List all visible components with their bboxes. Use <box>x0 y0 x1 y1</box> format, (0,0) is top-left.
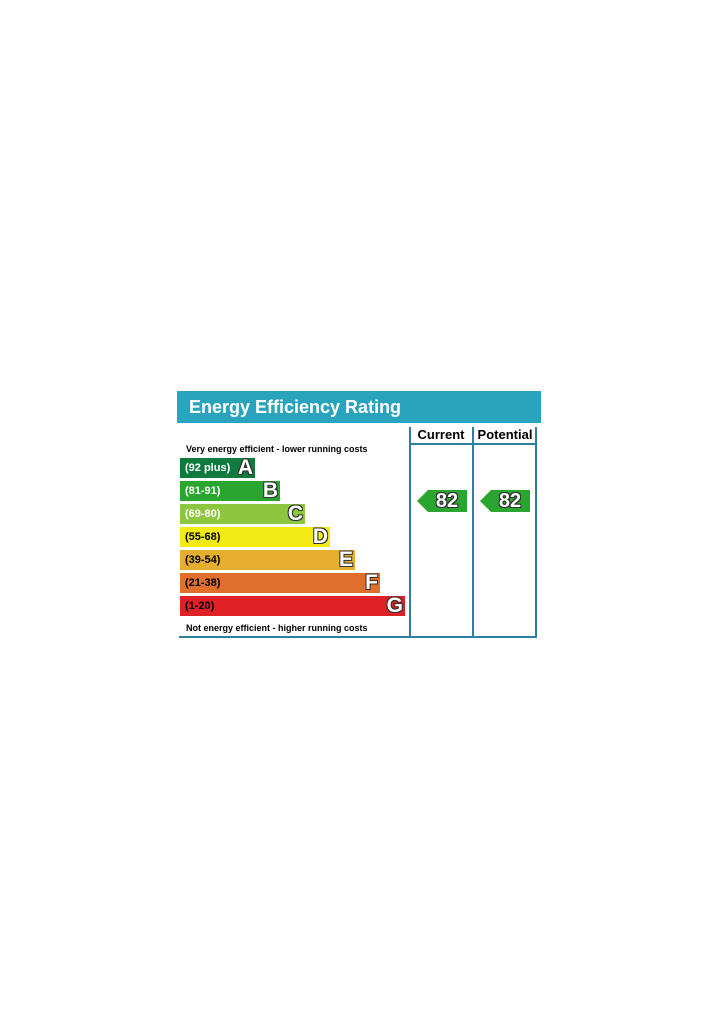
band-f: (21-38) F <box>180 571 380 594</box>
current-arrow-shape <box>417 490 467 512</box>
band-range-label: (21-38) <box>185 577 221 589</box>
band-range-label: (55-68) <box>185 531 221 543</box>
band-b: (81-91) B <box>180 479 280 502</box>
band-letter-label: E <box>338 548 353 571</box>
bottom-note: Not energy efficient - higher running co… <box>186 623 368 633</box>
band-a: (92 plus) A <box>180 456 255 479</box>
current-rating-value: 82 <box>435 490 459 512</box>
bottom-border-line <box>179 636 537 638</box>
potential-rating-arrow: 82 <box>480 490 530 512</box>
band-range-label: (92 plus) <box>185 462 231 474</box>
band-letter-label: B <box>262 479 278 502</box>
band-letter-label: G <box>386 594 403 617</box>
band-range-label: (69-80) <box>185 508 221 520</box>
divider-line-left <box>409 427 411 638</box>
divider-line-middle <box>472 427 474 638</box>
band-range-label: (81-91) <box>185 485 221 497</box>
potential-arrow-shape <box>480 490 530 512</box>
band-letter-label: D <box>312 525 328 548</box>
band-e: (39-54) E <box>180 548 355 571</box>
chart-title: Energy Efficiency Rating <box>177 391 541 423</box>
energy-efficiency-chart: Energy Efficiency Rating Current Potenti… <box>177 391 542 641</box>
band-d: (55-68) D <box>180 525 330 548</box>
band-range-label: (39-54) <box>185 554 221 566</box>
band-letter-label: F <box>365 571 378 594</box>
top-note: Very energy efficient - lower running co… <box>186 444 368 454</box>
potential-column-header: Potential <box>477 427 533 442</box>
band-range-label: (1-20) <box>185 600 215 612</box>
band-letter-label: C <box>287 502 303 525</box>
current-column-header: Current <box>417 427 465 442</box>
divider-line-right <box>535 427 537 638</box>
band-letter-label: A <box>237 456 253 479</box>
current-rating-arrow: 82 <box>417 490 467 512</box>
potential-rating-value: 82 <box>498 490 522 512</box>
band-g: (1-20) G <box>180 594 405 617</box>
band-c: (69-80) C <box>180 502 305 525</box>
